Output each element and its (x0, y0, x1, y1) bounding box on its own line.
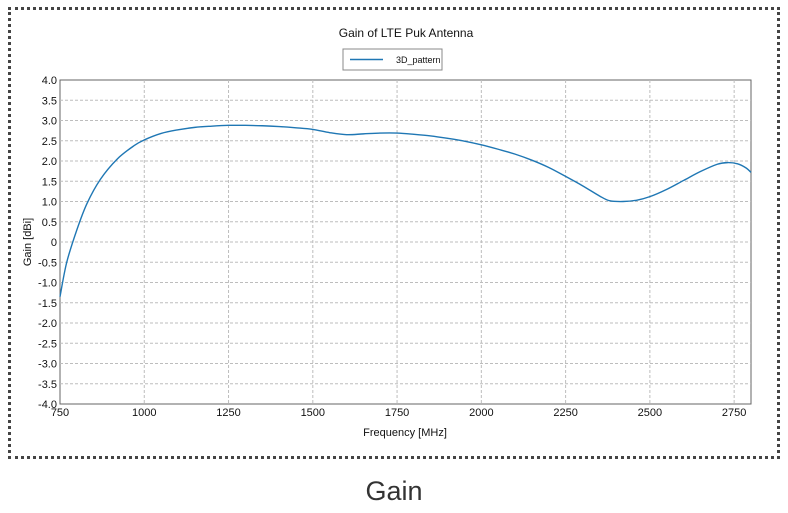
y-tick-label: 2.5 (42, 136, 57, 148)
y-tick-label: 3.5 (42, 95, 57, 107)
x-tick-label: 2500 (638, 407, 662, 419)
y-tick-label: -4.0 (38, 399, 57, 411)
x-axis-ticks: 750 1000 1250 1500 1750 2000 2250 2500 2750 (51, 407, 747, 419)
y-tick-label: -1.0 (38, 278, 57, 290)
y-axis-ticks: -4.0 -3.5 -3.0 -2.5 -2.0 -1.5 -1.0 -0.5 0 0.5 1.0 1… (38, 75, 57, 411)
y-tick-label: 1.0 (42, 197, 57, 209)
y-tick-label: 3.0 (42, 116, 57, 128)
series-group (59, 124, 752, 297)
chart-title: Gain of LTE Puk Antenna (339, 26, 474, 40)
x-tick-label: 2000 (469, 407, 493, 419)
figure-caption: Gain (365, 476, 423, 506)
grid (60, 80, 751, 404)
x-axis-label: Frequency [MHz] (363, 427, 447, 439)
y-tick-label: 2.0 (42, 156, 57, 168)
x-tick-label: 750 (51, 407, 69, 419)
y-tick-label: 1.5 (42, 176, 57, 188)
y-tick-label: 0 (51, 237, 57, 249)
y-tick-label: -3.5 (38, 379, 57, 391)
y-tick-label: -2.0 (38, 318, 57, 330)
x-tick-label: 1500 (301, 407, 325, 419)
y-tick-label: 4.0 (42, 75, 57, 87)
legend-label-3d-pattern: 3D_pattern (396, 55, 441, 65)
y-tick-label: -2.5 (38, 338, 57, 350)
legend-box (342, 48, 443, 71)
y-tick-label: -0.5 (38, 257, 57, 269)
x-tick-label: 1000 (132, 407, 156, 419)
y-tick-label: 0.5 (42, 217, 57, 229)
chart-frame (8, 7, 780, 459)
legend: 3D_pattern (342, 48, 443, 71)
x-tick-label: 2750 (722, 407, 746, 419)
series-line-3d-pattern (59, 124, 752, 297)
y-axis-label: Gain [dBi] (22, 218, 34, 266)
y-tick-label: -1.5 (38, 298, 57, 310)
x-tick-label: 1250 (216, 407, 240, 419)
x-tick-label: 2250 (553, 407, 577, 419)
y-tick-label: -3.0 (38, 359, 57, 371)
x-tick-label: 1750 (385, 407, 409, 419)
